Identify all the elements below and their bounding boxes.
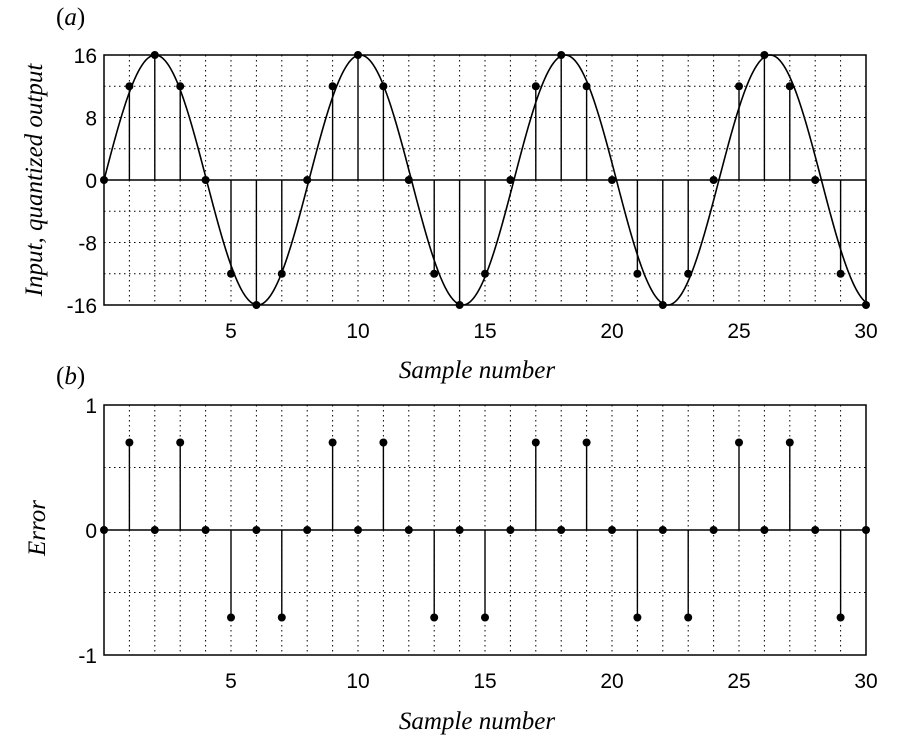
data-point bbox=[735, 438, 743, 447]
data-point bbox=[633, 613, 642, 622]
data-point bbox=[430, 269, 439, 278]
panel-b-y-axis-label: Error bbox=[24, 500, 51, 557]
panel-b-label: (b) bbox=[56, 363, 85, 390]
x-tick-label: 5 bbox=[225, 320, 237, 343]
data-point bbox=[531, 438, 540, 447]
data-point bbox=[227, 613, 235, 622]
data-point bbox=[658, 526, 667, 534]
x-tick-label: 25 bbox=[727, 670, 750, 693]
data-point bbox=[328, 438, 337, 447]
panel-b-x-tick-labels: 5 10 15 20 25 30 bbox=[225, 670, 878, 693]
data-point bbox=[684, 613, 693, 622]
data-point bbox=[227, 269, 235, 278]
data-point bbox=[811, 176, 820, 184]
y-tick-label: 0 bbox=[85, 520, 97, 543]
data-point bbox=[811, 526, 820, 534]
y-tick-label: -1 bbox=[78, 645, 97, 668]
data-point bbox=[150, 526, 159, 534]
x-tick-label: 10 bbox=[346, 670, 369, 693]
data-point bbox=[277, 269, 286, 278]
data-point bbox=[125, 438, 134, 447]
panel-a-frame bbox=[103, 54, 867, 306]
x-tick-label: 20 bbox=[600, 320, 623, 343]
panel-b-stems bbox=[128, 442, 842, 618]
data-point bbox=[785, 438, 794, 447]
data-point bbox=[608, 176, 616, 184]
data-point bbox=[735, 82, 743, 91]
panel-b: (b) 5 10 15 20 25 30 10-1 Sample number Error bbox=[24, 363, 878, 735]
data-point bbox=[684, 269, 693, 278]
data-point bbox=[455, 526, 464, 534]
data-point bbox=[836, 269, 845, 278]
x-tick-label: 15 bbox=[473, 670, 496, 693]
panel-a-x-axis-label: Sample number bbox=[399, 357, 555, 384]
data-point bbox=[201, 176, 210, 184]
y-tick-label: 1 bbox=[85, 395, 97, 418]
data-point bbox=[125, 82, 134, 91]
data-point bbox=[785, 82, 794, 91]
y-tick-label: 0 bbox=[85, 170, 97, 193]
data-point bbox=[379, 82, 388, 91]
panel-a-y-tick-labels: 16 8 0 -8 -16 bbox=[67, 45, 97, 318]
data-point bbox=[176, 438, 185, 447]
data-point bbox=[506, 526, 515, 534]
data-point bbox=[557, 526, 566, 534]
x-tick-label: 25 bbox=[727, 320, 750, 343]
data-point bbox=[633, 269, 642, 278]
panel-a-y-axis-label: Input, quantized output bbox=[21, 63, 48, 298]
data-point bbox=[709, 526, 718, 534]
x-tick-label: 30 bbox=[854, 320, 877, 343]
y-tick-label: 16 bbox=[74, 45, 97, 68]
y-tick-label: 8 bbox=[85, 108, 97, 131]
data-point bbox=[481, 269, 489, 278]
data-point bbox=[608, 526, 616, 534]
data-point bbox=[404, 176, 413, 184]
x-tick-label: 10 bbox=[346, 320, 369, 343]
data-point bbox=[277, 613, 286, 622]
x-tick-label: 30 bbox=[854, 670, 877, 693]
panel-b-frame bbox=[103, 404, 867, 656]
data-point bbox=[836, 613, 845, 622]
data-point bbox=[176, 82, 185, 91]
data-point bbox=[582, 438, 591, 447]
data-point bbox=[328, 82, 337, 91]
data-point bbox=[760, 526, 769, 534]
panel-a-label: (a) bbox=[56, 4, 85, 31]
plot-frame bbox=[103, 54, 867, 306]
data-point bbox=[531, 82, 540, 91]
panel-b-x-axis-label: Sample number bbox=[399, 708, 555, 735]
plot-frame bbox=[103, 404, 867, 656]
data-point bbox=[481, 613, 489, 622]
panel-b-points bbox=[100, 438, 870, 622]
panel-a-x-tick-labels: 5 10 15 20 25 30 bbox=[225, 320, 878, 343]
data-point bbox=[303, 526, 312, 534]
x-tick-label: 5 bbox=[225, 670, 237, 693]
data-point bbox=[201, 526, 210, 534]
data-point bbox=[379, 438, 388, 447]
data-point bbox=[354, 526, 362, 534]
x-tick-label: 15 bbox=[473, 320, 496, 343]
data-point bbox=[404, 526, 413, 534]
data-point bbox=[252, 526, 261, 534]
data-point bbox=[430, 613, 439, 622]
panel-b-y-tick-labels: 1 0 -1 bbox=[78, 395, 97, 668]
data-point bbox=[506, 176, 515, 184]
data-point bbox=[709, 176, 718, 184]
data-point bbox=[582, 82, 591, 91]
y-tick-label: -8 bbox=[78, 233, 97, 256]
data-point bbox=[303, 176, 312, 184]
x-tick-label: 20 bbox=[600, 670, 623, 693]
y-tick-label: -16 bbox=[67, 295, 97, 318]
